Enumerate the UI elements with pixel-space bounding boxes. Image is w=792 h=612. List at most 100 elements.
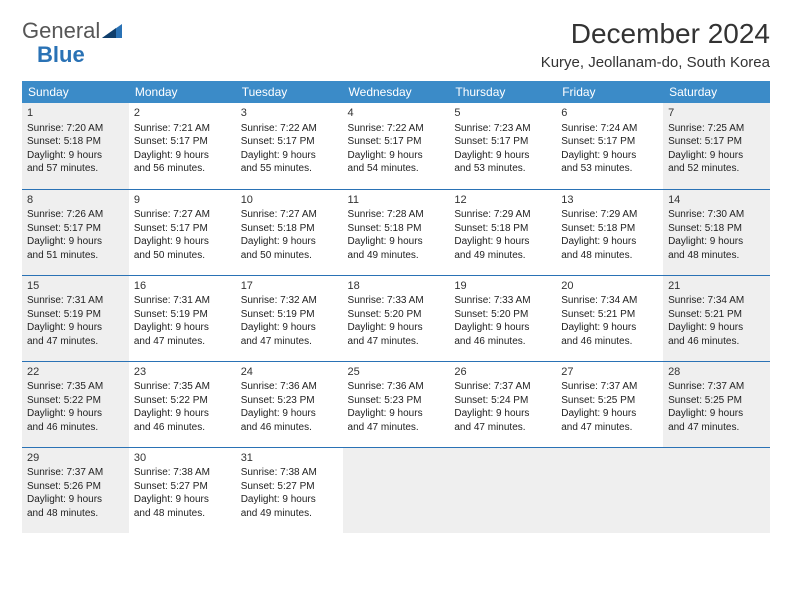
daylight2-text: and 48 minutes. <box>27 507 124 521</box>
sunset-text: Sunset: 5:18 PM <box>348 222 445 236</box>
sunrise-text: Sunrise: 7:25 AM <box>668 122 765 136</box>
sunrise-text: Sunrise: 7:37 AM <box>561 380 658 394</box>
daylight1-text: Daylight: 9 hours <box>134 321 231 335</box>
sunrise-text: Sunrise: 7:34 AM <box>668 294 765 308</box>
sunrise-text: Sunrise: 7:32 AM <box>241 294 338 308</box>
day-number: 14 <box>668 193 765 208</box>
day-number: 28 <box>668 365 765 380</box>
daylight1-text: Daylight: 9 hours <box>561 407 658 421</box>
sunset-text: Sunset: 5:20 PM <box>454 308 551 322</box>
day-cell: 31Sunrise: 7:38 AMSunset: 5:27 PMDayligh… <box>236 447 343 533</box>
day-number: 17 <box>241 279 338 294</box>
daylight2-text: and 46 minutes. <box>134 421 231 435</box>
day-cell: 10Sunrise: 7:27 AMSunset: 5:18 PMDayligh… <box>236 189 343 275</box>
sunrise-text: Sunrise: 7:26 AM <box>27 208 124 222</box>
day-number: 30 <box>134 451 231 466</box>
sunrise-text: Sunrise: 7:27 AM <box>241 208 338 222</box>
weekday-header: Saturday <box>663 81 770 103</box>
day-number: 31 <box>241 451 338 466</box>
day-number: 20 <box>561 279 658 294</box>
day-cell: 16Sunrise: 7:31 AMSunset: 5:19 PMDayligh… <box>129 275 236 361</box>
daylight2-text: and 47 minutes. <box>241 335 338 349</box>
daylight1-text: Daylight: 9 hours <box>561 149 658 163</box>
sunset-text: Sunset: 5:19 PM <box>134 308 231 322</box>
day-number: 3 <box>241 106 338 121</box>
day-number: 25 <box>348 365 445 380</box>
weekday-header: Tuesday <box>236 81 343 103</box>
sunrise-text: Sunrise: 7:35 AM <box>134 380 231 394</box>
day-number: 21 <box>668 279 765 294</box>
daylight2-text: and 47 minutes. <box>27 335 124 349</box>
day-cell: 5Sunrise: 7:23 AMSunset: 5:17 PMDaylight… <box>449 103 556 189</box>
daylight1-text: Daylight: 9 hours <box>134 493 231 507</box>
daylight1-text: Daylight: 9 hours <box>348 407 445 421</box>
day-number: 16 <box>134 279 231 294</box>
daylight2-text: and 47 minutes. <box>561 421 658 435</box>
sunset-text: Sunset: 5:17 PM <box>241 135 338 149</box>
daylight2-text: and 46 minutes. <box>241 421 338 435</box>
logo-text-blue: Blue <box>37 42 85 67</box>
sunset-text: Sunset: 5:25 PM <box>561 394 658 408</box>
sunrise-text: Sunrise: 7:20 AM <box>27 122 124 136</box>
daylight1-text: Daylight: 9 hours <box>668 407 765 421</box>
title-block: December 2024 Kurye, Jeollanam-do, South… <box>541 18 770 71</box>
sunset-text: Sunset: 5:21 PM <box>561 308 658 322</box>
day-cell: 1Sunrise: 7:20 AMSunset: 5:18 PMDaylight… <box>22 103 129 189</box>
sunset-text: Sunset: 5:17 PM <box>134 222 231 236</box>
empty-cell <box>663 447 770 533</box>
sunset-text: Sunset: 5:17 PM <box>454 135 551 149</box>
day-cell: 6Sunrise: 7:24 AMSunset: 5:17 PMDaylight… <box>556 103 663 189</box>
sunrise-text: Sunrise: 7:22 AM <box>348 122 445 136</box>
daylight2-text: and 46 minutes. <box>668 335 765 349</box>
daylight1-text: Daylight: 9 hours <box>241 321 338 335</box>
day-number: 26 <box>454 365 551 380</box>
sunrise-text: Sunrise: 7:29 AM <box>454 208 551 222</box>
day-number: 13 <box>561 193 658 208</box>
sunset-text: Sunset: 5:17 PM <box>27 222 124 236</box>
sunrise-text: Sunrise: 7:31 AM <box>27 294 124 308</box>
sunrise-text: Sunrise: 7:23 AM <box>454 122 551 136</box>
day-cell: 7Sunrise: 7:25 AMSunset: 5:17 PMDaylight… <box>663 103 770 189</box>
weekday-header: Monday <box>129 81 236 103</box>
day-number: 7 <box>668 106 765 121</box>
sunrise-text: Sunrise: 7:27 AM <box>134 208 231 222</box>
daylight1-text: Daylight: 9 hours <box>27 321 124 335</box>
sunset-text: Sunset: 5:18 PM <box>27 135 124 149</box>
day-number: 27 <box>561 365 658 380</box>
day-number: 15 <box>27 279 124 294</box>
daylight1-text: Daylight: 9 hours <box>668 149 765 163</box>
sunset-text: Sunset: 5:17 PM <box>348 135 445 149</box>
calendar-table: Sunday Monday Tuesday Wednesday Thursday… <box>22 81 770 533</box>
day-number: 5 <box>454 106 551 121</box>
sunrise-text: Sunrise: 7:33 AM <box>454 294 551 308</box>
calendar-week-row: 8Sunrise: 7:26 AMSunset: 5:17 PMDaylight… <box>22 189 770 275</box>
sunset-text: Sunset: 5:23 PM <box>241 394 338 408</box>
sunrise-text: Sunrise: 7:36 AM <box>241 380 338 394</box>
daylight1-text: Daylight: 9 hours <box>241 407 338 421</box>
daylight1-text: Daylight: 9 hours <box>27 407 124 421</box>
daylight2-text: and 53 minutes. <box>454 162 551 176</box>
daylight1-text: Daylight: 9 hours <box>241 235 338 249</box>
daylight2-text: and 50 minutes. <box>241 249 338 263</box>
sunset-text: Sunset: 5:27 PM <box>241 480 338 494</box>
daylight2-text: and 52 minutes. <box>668 162 765 176</box>
weekday-header: Thursday <box>449 81 556 103</box>
sunrise-text: Sunrise: 7:31 AM <box>134 294 231 308</box>
empty-cell <box>343 447 450 533</box>
daylight1-text: Daylight: 9 hours <box>454 235 551 249</box>
day-number: 23 <box>134 365 231 380</box>
daylight1-text: Daylight: 9 hours <box>27 235 124 249</box>
day-number: 6 <box>561 106 658 121</box>
sunset-text: Sunset: 5:17 PM <box>561 135 658 149</box>
day-number: 2 <box>134 106 231 121</box>
daylight1-text: Daylight: 9 hours <box>134 407 231 421</box>
daylight1-text: Daylight: 9 hours <box>454 149 551 163</box>
daylight1-text: Daylight: 9 hours <box>668 235 765 249</box>
month-title: December 2024 <box>541 18 770 50</box>
sunset-text: Sunset: 5:18 PM <box>454 222 551 236</box>
sunrise-text: Sunrise: 7:30 AM <box>668 208 765 222</box>
day-cell: 27Sunrise: 7:37 AMSunset: 5:25 PMDayligh… <box>556 361 663 447</box>
daylight2-text: and 46 minutes. <box>561 335 658 349</box>
calendar-week-row: 1Sunrise: 7:20 AMSunset: 5:18 PMDaylight… <box>22 103 770 189</box>
weekday-header-row: Sunday Monday Tuesday Wednesday Thursday… <box>22 81 770 103</box>
